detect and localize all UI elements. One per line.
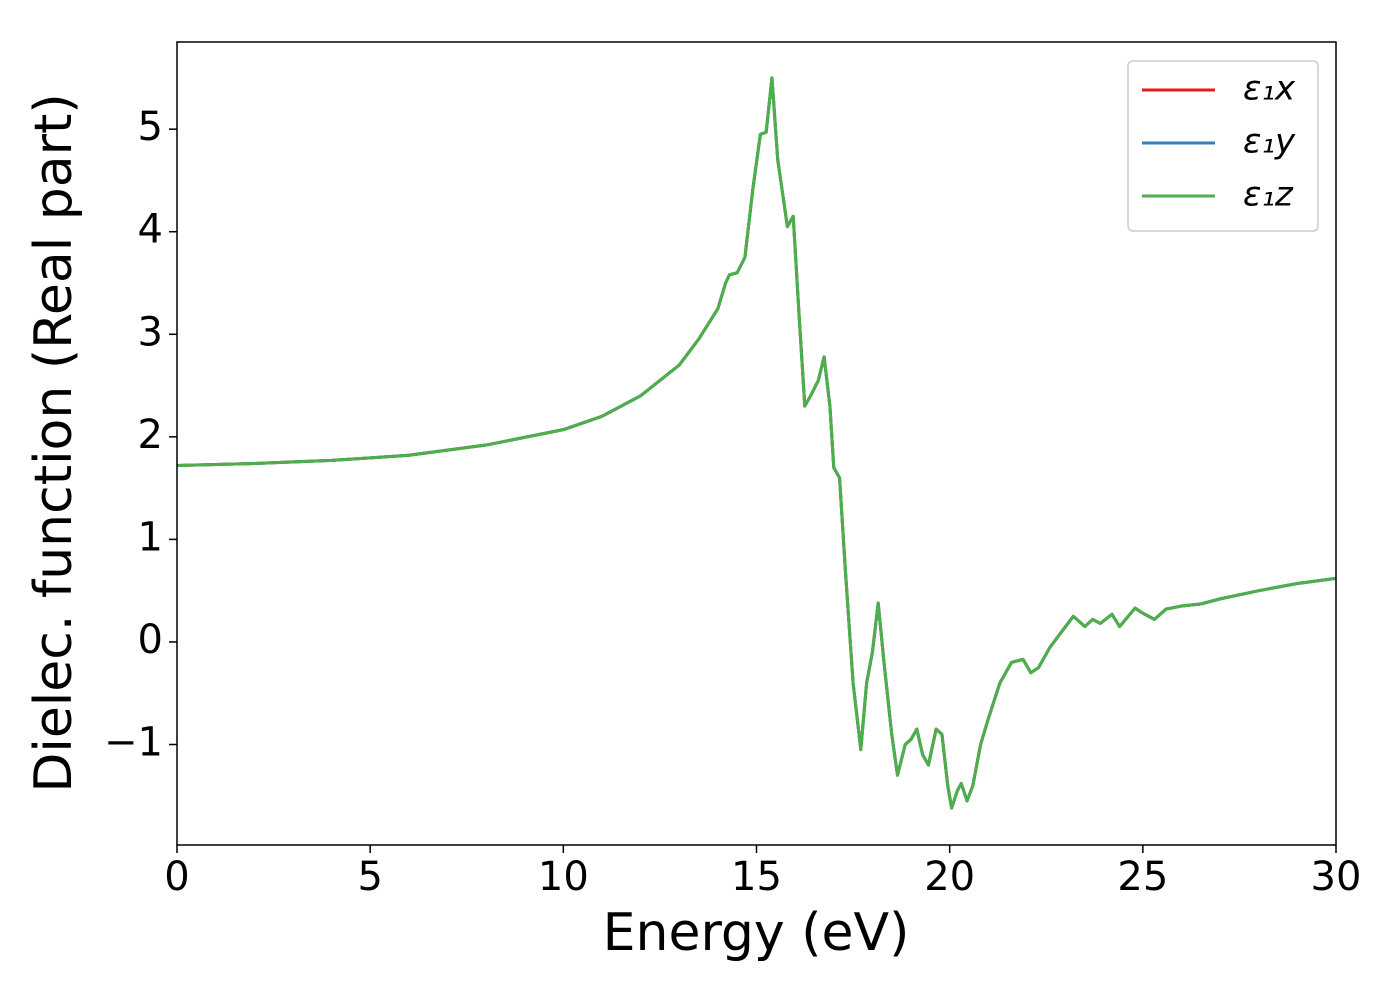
- y-tick-label: 1: [138, 514, 163, 560]
- y-tick-label: −1: [104, 719, 163, 765]
- x-tick-label: 5: [357, 854, 382, 900]
- y-axis-label: Dielec. function (Real part): [24, 93, 84, 792]
- legend-label: ε₁x: [1243, 69, 1296, 109]
- line-series: [176, 76, 1337, 810]
- legend-label: ε₁z: [1243, 175, 1294, 215]
- legend-label: ε₁y: [1243, 122, 1296, 162]
- x-tick-label: 20: [924, 854, 975, 900]
- plot-frame: [176, 41, 1337, 846]
- x-tick-label: 15: [731, 854, 782, 900]
- y-tick-label: 2: [138, 412, 163, 458]
- x-tick-label: 0: [164, 854, 189, 900]
- y-tick-label: 0: [138, 617, 163, 663]
- y-tick-label: 4: [138, 207, 163, 253]
- x-tick-label: 10: [538, 854, 589, 900]
- y-tick-label: 5: [138, 104, 163, 150]
- x-tick-label: 25: [1117, 854, 1168, 900]
- x-axis-label: Energy (eV): [603, 903, 910, 963]
- legend-box: [1127, 60, 1319, 232]
- x-tick-label: 30: [1311, 854, 1362, 900]
- y-tick-label: 3: [138, 309, 163, 355]
